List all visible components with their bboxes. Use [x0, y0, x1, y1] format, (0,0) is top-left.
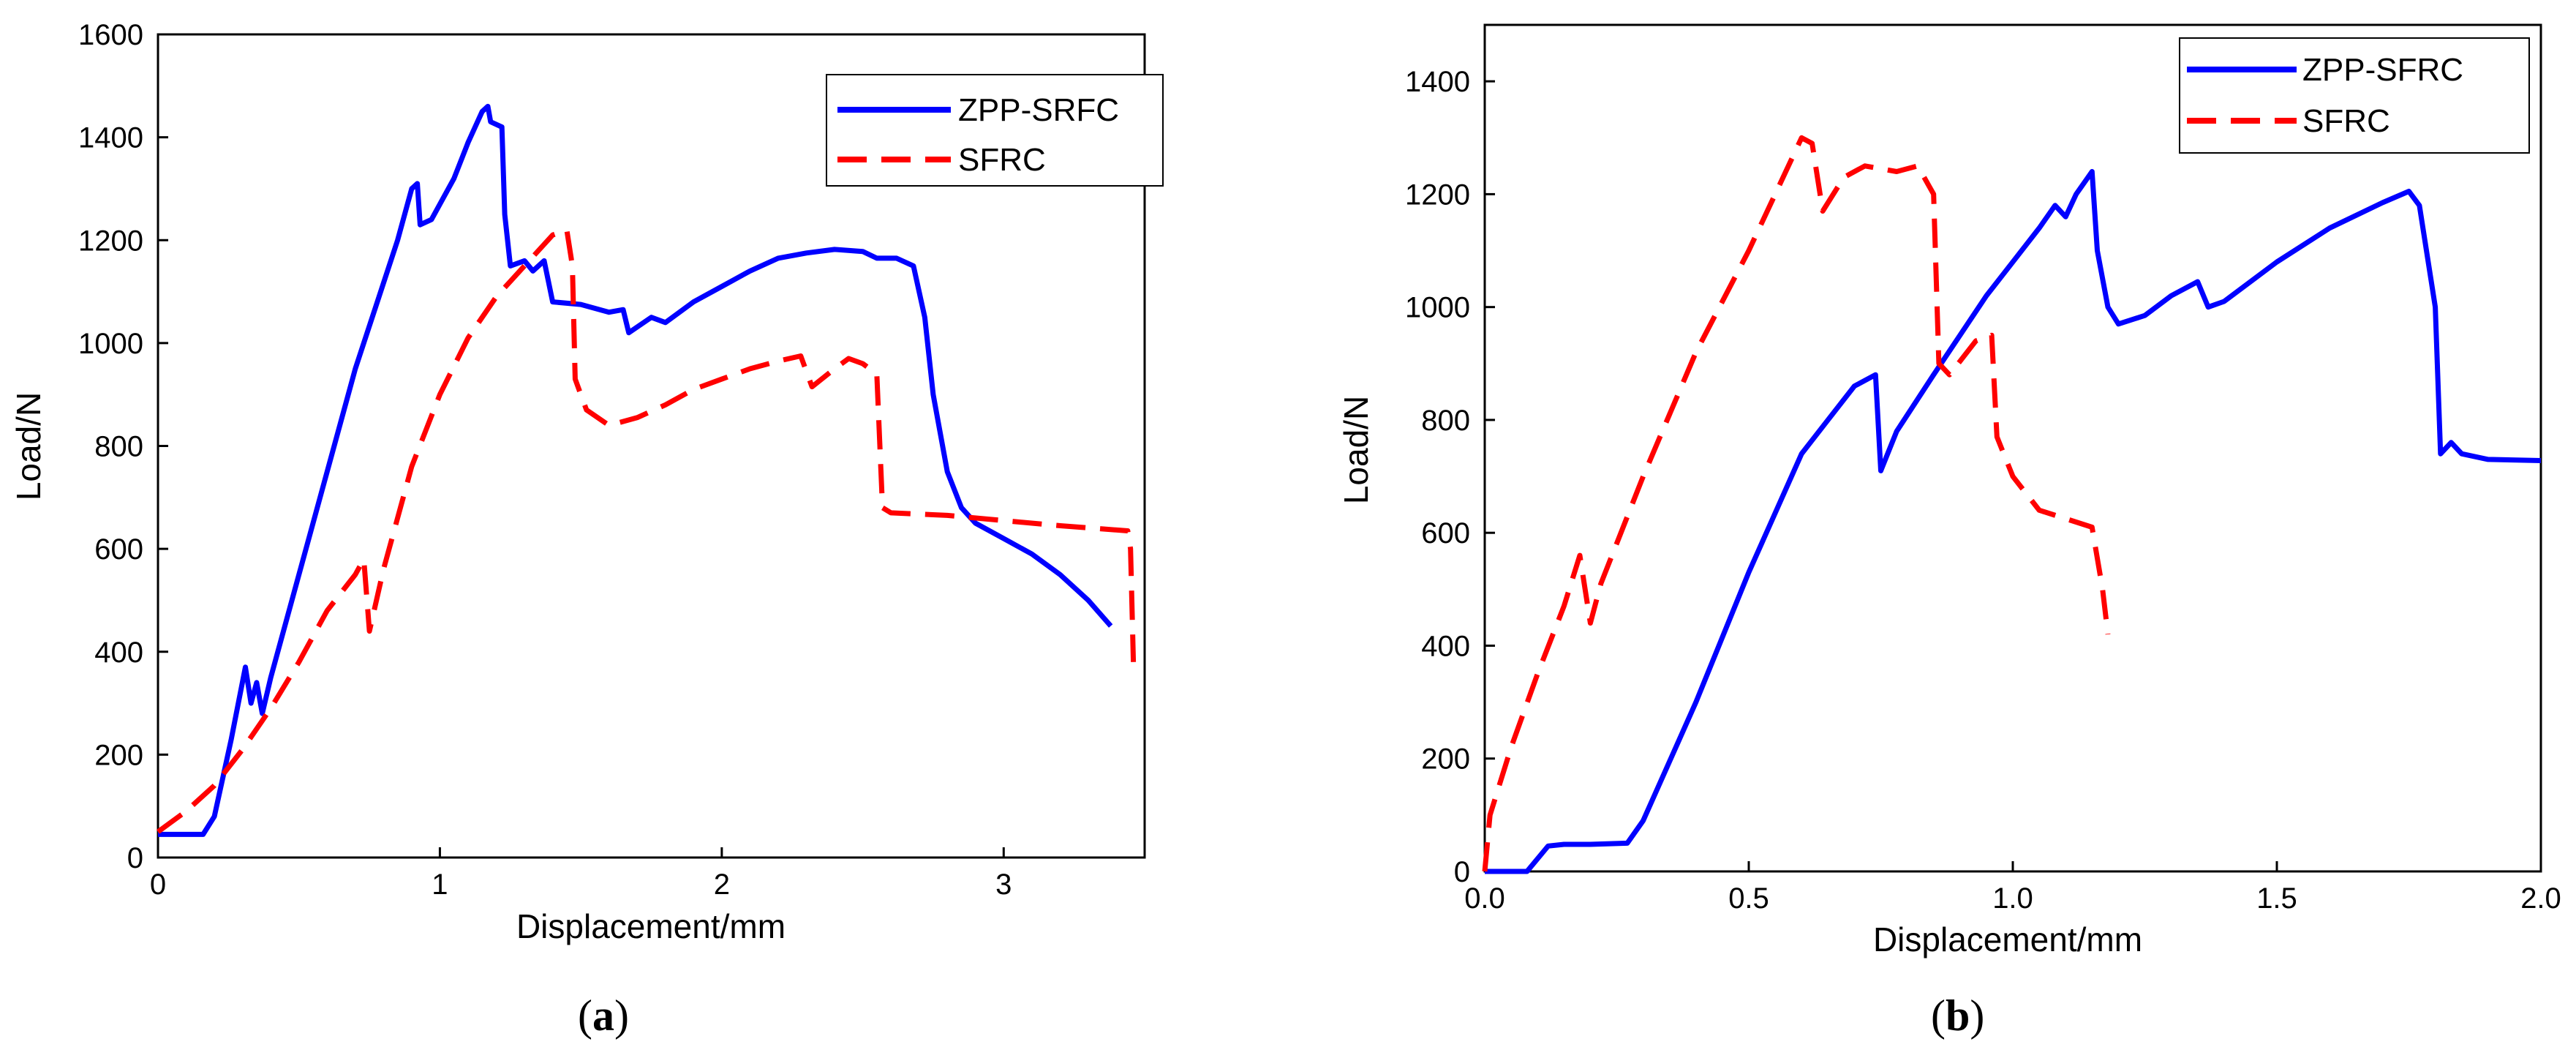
x-tick-label-b: 2.0 [2520, 882, 2561, 915]
series-line-b-1 [1482, 135, 2111, 872]
y-tick-label-a: 400 [94, 637, 143, 669]
legend-b: ZPP-SFRC SFRC [2179, 37, 2530, 154]
x-axis-title-b: Displacement/mm [1873, 920, 2142, 958]
x-tick-label-b: 1.0 [1992, 882, 2033, 915]
x-tick-label-a: 3 [995, 868, 1012, 901]
x-tick-label-a: 2 [714, 868, 730, 901]
y-tick-label-b: 200 [1421, 743, 1470, 776]
caption-letter-a: a [592, 991, 614, 1040]
y-tick-label-a: 1400 [78, 122, 143, 154]
chart-panel-a: 0 1 2 3 0 200 400 600 800 1000 1200 1400 1600 ZPP-SR… [10, 19, 1164, 1040]
y-tick-label-a: 1600 [78, 19, 143, 51]
caption-a: (a) [578, 991, 629, 1040]
y-tick-label-a: 600 [94, 533, 143, 566]
series-line-b-0 [1485, 169, 2542, 874]
legend-label-zpp-sfrc: ZPP-SFRC [2302, 52, 2463, 88]
chart-panel-b: 0.0 0.5 1.0 1.5 2.0 0 200 400 600 800 1000 1200 1400… [1337, 23, 2561, 1040]
y-tick-label-b: 1000 [1405, 292, 1470, 324]
series-group-b [1482, 135, 2542, 874]
tick-labels-a: 0 1 2 3 0 200 400 600 800 1000 1200 1400 1600 [78, 19, 1012, 901]
legend-box-a [826, 74, 1164, 187]
legend-box-b [2179, 37, 2530, 154]
x-axis-title-a: Displacement/mm [516, 907, 786, 945]
y-axis-title-a: Load/N [10, 392, 48, 500]
y-tick-label-b: 1200 [1405, 179, 1470, 211]
legend-label-sfrc-b: SFRC [2302, 103, 2390, 139]
caption-b: (b) [1931, 991, 1984, 1040]
y-tick-label-a: 800 [94, 431, 143, 463]
legend-a: ZPP-SRFC SFRC [826, 74, 1164, 187]
x-tick-label-b: 1.5 [2256, 882, 2297, 915]
series-line-a-1 [156, 227, 1137, 834]
y-tick-label-a: 200 [94, 739, 143, 771]
caption-letter-b: b [1946, 991, 1970, 1040]
y-tick-label-b: 0 [1454, 856, 1470, 888]
y-tick-label-a: 1200 [78, 225, 143, 257]
y-axis-title-b: Load/N [1337, 396, 1375, 504]
y-tick-label-b: 800 [1421, 405, 1470, 437]
y-tick-label-b: 400 [1421, 630, 1470, 662]
legend-label-sfrc-a: SFRC [958, 142, 1046, 178]
series-line-a-0 [158, 103, 1113, 837]
series-group-a [156, 103, 1137, 837]
y-tick-label-a: 1000 [78, 328, 143, 360]
y-tick-label-b: 1400 [1405, 66, 1470, 98]
y-tick-label-a: 0 [127, 842, 143, 874]
legend-label-zpp-srfc: ZPP-SRFC [958, 92, 1119, 128]
tick-marks-a [157, 33, 1005, 859]
y-tick-label-b: 600 [1421, 517, 1470, 549]
x-tick-label-b: 0.0 [1464, 882, 1505, 915]
x-tick-label-a: 1 [432, 868, 448, 901]
x-tick-label-b: 0.5 [1728, 882, 1769, 915]
tick-labels-b: 0.0 0.5 1.0 1.5 2.0 0 200 400 600 800 1000 1200 1400 [1405, 66, 2561, 915]
x-tick-label-a: 0 [150, 868, 166, 901]
